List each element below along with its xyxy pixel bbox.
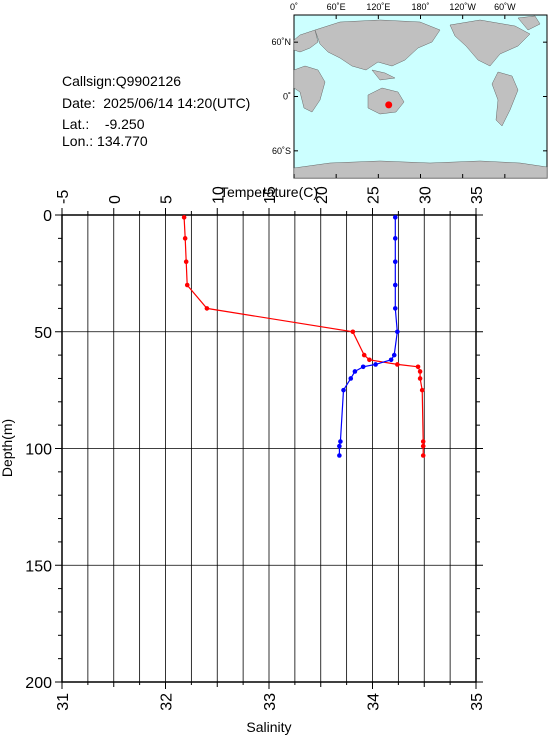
temperature-point (388, 357, 394, 363)
callsign-value: Q9902126 (115, 73, 182, 89)
temperature-point (392, 215, 398, 220)
landmass (371, 69, 396, 81)
temperature-point (395, 329, 400, 335)
salinity-point (420, 453, 426, 458)
temperature-axis-label: Temperature(C) (220, 184, 318, 200)
landmass (293, 65, 326, 113)
temperature-profile-line (338, 217, 398, 456)
station-marker (385, 101, 393, 109)
date-line: Date: 2025/06/14 14:20(UTC) (62, 95, 250, 111)
depth-tick-label: 0 (43, 208, 52, 225)
map-lat-label: 0˚ (283, 92, 291, 102)
salinity-point (183, 259, 189, 265)
salinity-tick-label: 32 (159, 693, 176, 711)
depth-axis-label: Depth(m) (0, 419, 15, 477)
salinity-point (419, 387, 425, 393)
depth-tick-label: 50 (34, 325, 52, 342)
salinity-point (417, 369, 423, 374)
temperature-point (360, 364, 366, 370)
map-lon-label: 0˚ (290, 2, 298, 12)
map-lat-labels: 60˚N 0˚ 60˚S (271, 37, 291, 156)
lon-label: Lon.: (62, 133, 94, 149)
temperature-tick-label: 35 (469, 186, 486, 204)
salinity-point (420, 439, 426, 444)
landmass (517, 15, 541, 31)
map-ticks (293, 15, 547, 178)
depth-tick-label: 100 (25, 442, 52, 459)
temperature-point (392, 259, 398, 265)
salinity-point (182, 236, 188, 241)
landmass (293, 29, 319, 53)
lat-label: Lat.: (62, 116, 90, 132)
temperature-point (373, 362, 378, 367)
landmass (367, 87, 405, 115)
temperature-tick-label: 0 (107, 195, 124, 204)
salinity-point (184, 282, 190, 288)
temperature-point (338, 439, 343, 444)
salinity-point (417, 376, 423, 381)
salinity-axis-label: Salinity (246, 719, 291, 735)
temperature-tick-label: 25 (366, 186, 383, 204)
map-lon-label: 60˚E (327, 2, 346, 12)
landmass (314, 19, 441, 71)
grid-lines (62, 215, 476, 682)
salinity-point (181, 215, 187, 220)
temperature-tick-label: -5 (55, 190, 72, 204)
salinity-point (350, 329, 356, 335)
world-map: 0˚ 60˚E 120˚E 180˚ 120˚W 60˚W 60˚N 0˚ 60˚S (271, 2, 548, 179)
temperature-tick-label: 15 (262, 186, 279, 204)
landmass (491, 71, 519, 127)
temperature-point (341, 387, 346, 393)
temperature-tick-labels: -5 0 5 10 15 20 25 30 35 (55, 186, 486, 204)
plot-frame (61, 214, 477, 683)
map-lat-label: 60˚N (271, 37, 291, 47)
map-lon-label: 60˚W (494, 2, 516, 12)
salinity-tick-label: 34 (366, 693, 383, 711)
date-value: 2025/06/14 14:20(UTC) (103, 95, 251, 111)
temperature-point (392, 282, 398, 288)
temperature-point (392, 306, 398, 311)
salinity-point (367, 357, 372, 363)
temperature-point (392, 236, 398, 241)
temperature-tick-label: 30 (417, 186, 434, 204)
salinity-tick-label: 31 (55, 693, 72, 711)
map-lon-label: 180˚ (411, 2, 429, 12)
lon-value: 134.770 (97, 133, 148, 149)
temperature-point (352, 369, 358, 374)
depth-tick-label: 150 (25, 558, 52, 575)
temperature-tick-label: 20 (314, 186, 331, 204)
map-lon-labels: 0˚ 60˚E 120˚E 180˚ 120˚W 60˚W (290, 2, 516, 12)
depth-tick-labels: 0 50 100 150 200 (25, 208, 52, 692)
date-label: Date: (62, 95, 96, 111)
depth-tick-label: 200 (25, 675, 52, 692)
salinity-point (420, 443, 426, 449)
salinity-tick-label: 35 (469, 693, 486, 711)
lat-line: Lat.: -9.250 (62, 116, 145, 132)
callsign-line: Callsign:Q9902126 (62, 73, 181, 89)
temperature-point (391, 352, 397, 358)
salinity-point (395, 362, 400, 367)
salinity-point (415, 364, 421, 370)
temperature-point (348, 376, 354, 381)
salinity-tick-labels: 31 32 33 34 35 (55, 693, 486, 711)
temperature-point (337, 453, 342, 458)
callsign-label: Callsign: (62, 73, 116, 89)
lon-line: Lon.: 134.770 (62, 133, 148, 149)
temperature-point (337, 443, 342, 449)
salinity-tick-label: 33 (262, 693, 279, 711)
salinity-point (204, 306, 210, 311)
landmass (449, 19, 531, 67)
temperature-tick-label: 5 (159, 195, 176, 204)
map-lon-label: 120˚W (449, 2, 476, 12)
map-lat-label: 60˚S (272, 146, 291, 156)
salinity-point (361, 352, 367, 358)
profile-plot: -5 0 5 10 15 20 25 30 35 31 32 33 34 35 050100150200… (0, 184, 486, 735)
lat-value: -9.250 (104, 116, 145, 132)
temperature-tick-label: 10 (210, 186, 227, 204)
map-lon-label: 120˚E (366, 2, 390, 12)
series-layer (181, 215, 426, 458)
